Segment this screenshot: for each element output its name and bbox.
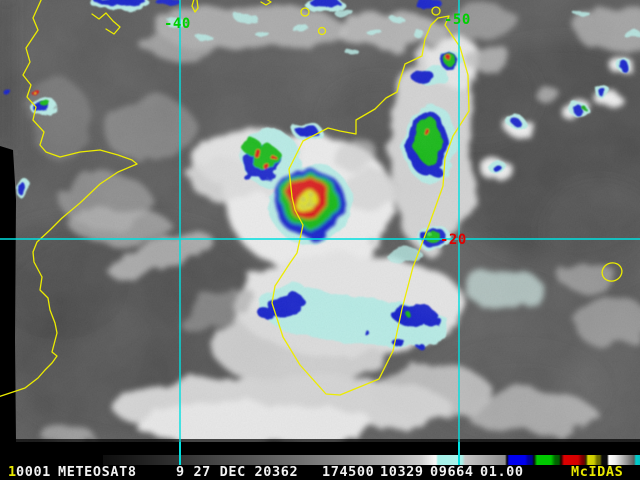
status-dataset-position: 0001 <box>16 464 51 480</box>
latlon-grid <box>0 0 640 442</box>
coastline-overlay <box>0 0 623 398</box>
africa-coast-inlet <box>91 12 121 35</box>
satellite-image-canvas: -40 -50 -20 <box>0 0 640 442</box>
status-satellite-name: METEOSAT8 <box>58 464 137 480</box>
status-frame-number: 1 <box>8 464 17 480</box>
mauritius-island <box>601 262 623 282</box>
label-lon-50: -50 <box>444 12 471 28</box>
status-time: 174500 <box>322 464 375 480</box>
status-element-coordinate: 09664 <box>430 464 474 480</box>
scan-edge-black-strip <box>0 146 16 442</box>
label-lat-20: -20 <box>440 232 467 248</box>
grid-line-lon-40-extension <box>179 442 181 465</box>
status-bar: 1 0001 METEOSAT8 9 27 DEC 20362 174500 1… <box>0 442 640 480</box>
status-line-coordinate: 10329 <box>380 464 424 480</box>
nosy-be-island <box>431 6 441 16</box>
africa-coastline <box>0 0 138 398</box>
mcidas-brand: McIDAS <box>571 464 624 480</box>
sensor-grain <box>0 0 640 442</box>
madagascar-coastline <box>271 15 470 396</box>
satellite-image-display[interactable]: -40 -50 -20 <box>0 0 640 442</box>
status-date: 9 27 DEC 20362 <box>176 464 299 480</box>
label-lon-40: -40 <box>164 16 191 32</box>
color-scale-bar <box>103 455 640 465</box>
status-magnification: 01.00 <box>480 464 524 480</box>
image-bottom-edge <box>0 439 640 442</box>
grid-line-lon-50-extension <box>458 442 460 465</box>
comoros-islands <box>191 0 327 36</box>
